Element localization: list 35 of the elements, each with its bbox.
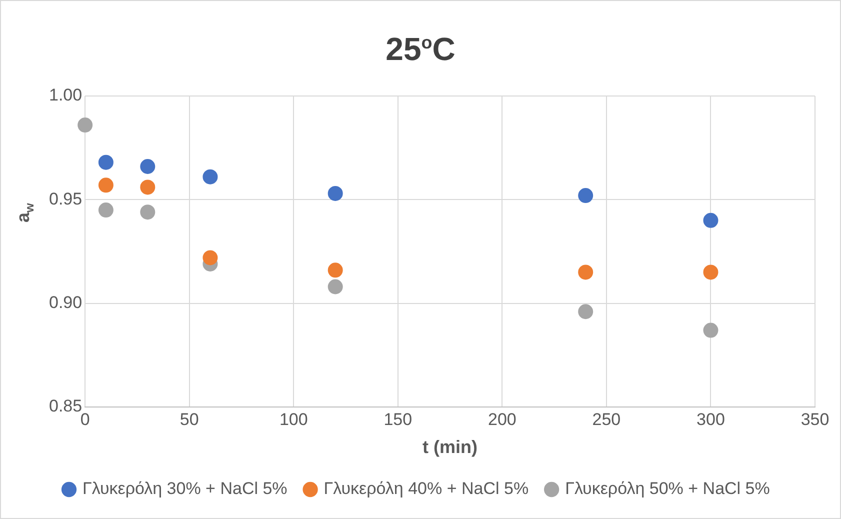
point (328, 279, 343, 294)
point (328, 262, 343, 278)
point (202, 169, 218, 184)
x-tick-label: 200 (488, 410, 516, 429)
x-tick-label: 0 (80, 410, 90, 429)
y-tick-label: 0.85 (48, 396, 82, 416)
point (140, 204, 156, 220)
legend-label: Γλυκερόλη 50% + NaCl 5% (565, 479, 770, 498)
x-axis-title: t (min) (422, 437, 478, 458)
point (140, 180, 156, 195)
point (578, 264, 594, 280)
point (98, 154, 114, 170)
x-tick-label: 300 (696, 410, 725, 429)
legend-label: Γλυκερόλη 40% + NaCl 5% (324, 479, 529, 498)
y-tick-label: 0.95 (48, 189, 82, 208)
point (98, 178, 114, 193)
x-tick-label: 150 (384, 410, 412, 429)
point (578, 188, 594, 204)
y-tick-label: 0.90 (48, 293, 82, 312)
point (578, 304, 594, 320)
x-tick-label: 100 (279, 410, 308, 429)
point (202, 250, 218, 266)
point (703, 264, 718, 280)
point (703, 322, 718, 338)
y-tick-label: 1.00 (48, 86, 82, 105)
x-tick-label: 50 (180, 410, 199, 429)
point (78, 118, 93, 133)
legend-label: Γλυκερόλη 30% + NaCl 5% (82, 479, 288, 498)
point (140, 158, 156, 174)
x-tick-label: 350 (800, 410, 830, 429)
chart-title: 25$^{o}$C (384, 31, 456, 68)
point (328, 186, 343, 201)
point (703, 212, 718, 228)
x-tick-label: 250 (592, 410, 621, 429)
point (98, 202, 114, 218)
